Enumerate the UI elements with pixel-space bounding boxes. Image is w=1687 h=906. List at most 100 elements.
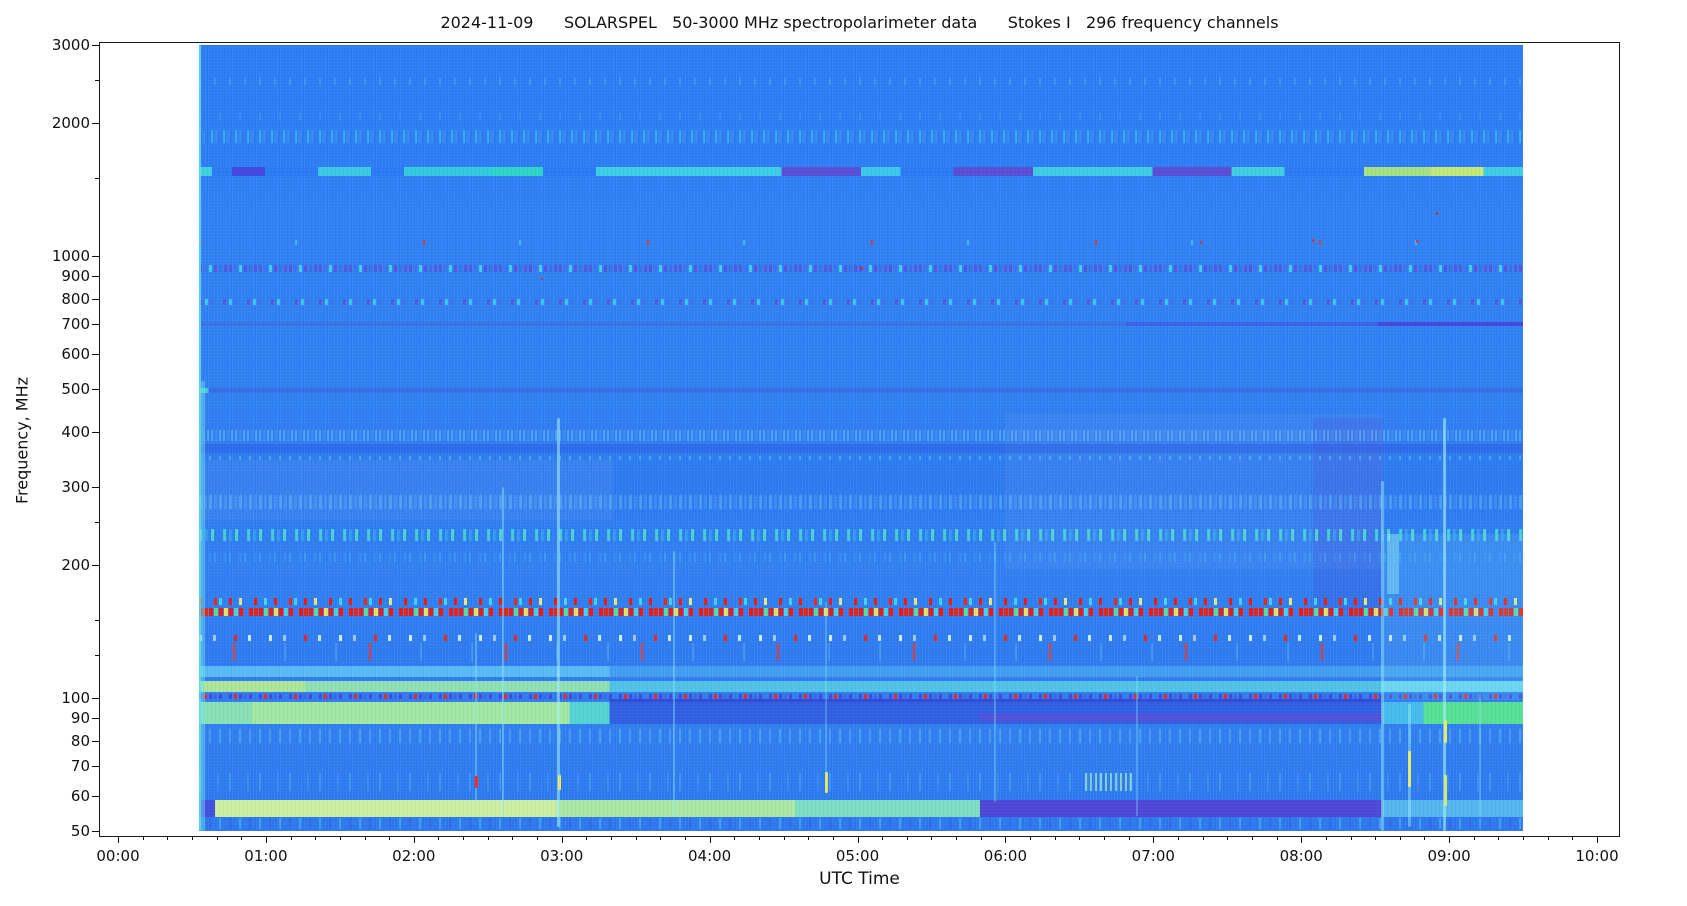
y-tick-label: 400 <box>61 422 90 441</box>
onset-column <box>201 381 206 831</box>
x-minor-tick <box>191 836 193 840</box>
y-major-tick <box>92 487 99 489</box>
x-major-tick <box>857 836 859 843</box>
line-788 <box>198 298 1524 306</box>
x-minor-tick <box>142 836 144 840</box>
y-tick-label: 60 <box>70 786 90 805</box>
x-minor-tick <box>931 836 933 840</box>
rfi-line-157 <box>198 607 1524 616</box>
y-tick-label: 300 <box>61 478 90 497</box>
x-minor-tick <box>956 836 958 840</box>
line-101-dark <box>198 693 1524 699</box>
spectrogram-image <box>198 45 1524 831</box>
x-minor-tick <box>512 836 514 840</box>
x-tick-label: 00:00 <box>96 847 140 865</box>
x-major-tick <box>413 836 415 843</box>
y-tick-label: 800 <box>61 289 90 308</box>
x-minor-tick <box>808 836 810 840</box>
y-major-tick <box>92 276 99 278</box>
y-tick-label: 100 <box>61 688 90 707</box>
x-minor-tick <box>1128 836 1130 840</box>
light-region-right <box>1005 413 1383 569</box>
x-minor-tick <box>882 836 884 840</box>
line-935 <box>198 265 1524 273</box>
x-minor-tick <box>1276 836 1278 840</box>
x-minor-tick <box>1177 836 1179 840</box>
y-major-tick <box>92 45 99 46</box>
red-dot-0855-1245mhz <box>1436 212 1439 215</box>
x-tick-label: 09:00 <box>1427 847 1471 865</box>
y-major-tick <box>92 697 99 699</box>
y-major-tick <box>92 388 99 390</box>
band-390 <box>198 430 1524 442</box>
speckle-2070 <box>198 112 1524 120</box>
x-minor-tick <box>1498 836 1500 840</box>
specks-127 <box>198 643 1524 662</box>
transition-0833 <box>1381 480 1385 831</box>
y-major-tick <box>92 353 99 355</box>
x-minor-tick <box>980 836 982 840</box>
x-minor-tick <box>734 836 736 840</box>
x-minor-tick <box>783 836 785 840</box>
y-major-tick <box>92 766 99 768</box>
band-56-bright <box>198 799 1524 817</box>
x-minor-tick <box>1424 836 1426 840</box>
band-106 <box>198 680 1524 693</box>
band-368-dark <box>198 443 1524 453</box>
y-tick-label: 50 <box>70 822 90 840</box>
yellow-dash-0447 <box>824 771 828 793</box>
band-64 <box>198 773 1524 792</box>
speckle-1860 <box>198 129 1524 144</box>
red-dot-0502-935mhz <box>860 267 863 271</box>
red-dot-0847-1078mhz <box>1415 240 1418 243</box>
x-major-tick <box>265 836 267 843</box>
x-minor-tick <box>463 836 465 840</box>
band-92-fm <box>198 701 1524 724</box>
x-minor-tick <box>586 836 588 840</box>
line-497 <box>198 387 1524 393</box>
x-minor-tick <box>660 836 662 840</box>
x-tick-label: 07:00 <box>1131 847 1175 865</box>
x-minor-tick <box>1251 836 1253 840</box>
y-major-tick <box>92 740 99 742</box>
red-dot-0719-1070mhz <box>1199 240 1202 244</box>
x-minor-tick <box>611 836 612 840</box>
x-minor-tick <box>1572 836 1574 840</box>
line-350 <box>198 455 1524 461</box>
x-tick-label: 02:00 <box>392 847 436 865</box>
y-minor-tick <box>95 620 99 622</box>
y-minor-tick <box>95 178 99 180</box>
red-dot-0252-890mhz <box>541 277 544 281</box>
line-700 <box>198 322 1524 327</box>
streak-0225 <box>474 633 477 803</box>
x-major-tick <box>1153 836 1155 843</box>
x-minor-tick <box>487 836 489 840</box>
x-minor-tick <box>684 836 686 840</box>
x-minor-tick <box>758 836 760 840</box>
streak-0913 <box>1479 694 1482 817</box>
x-major-tick <box>709 836 711 843</box>
band-90-purple <box>198 713 1524 722</box>
yellow-dash-0844 <box>1408 750 1412 787</box>
y-major-tick <box>92 298 99 300</box>
band-277 <box>198 494 1524 509</box>
x-minor-tick <box>537 836 539 840</box>
x-minor-tick <box>1375 836 1377 840</box>
specks-1070 <box>198 240 1524 246</box>
y-minor-tick <box>95 80 99 81</box>
y-tick-label: 200 <box>61 555 90 574</box>
yellow-dash-0259 <box>557 774 561 790</box>
band-234 <box>198 529 1524 541</box>
y-tick-label: 900 <box>61 267 90 286</box>
x-major-tick <box>1597 836 1598 843</box>
streak-0844 <box>1407 703 1411 828</box>
line-137-white <box>198 634 1524 642</box>
x-tick-label: 05:00 <box>835 847 880 865</box>
x-minor-tick <box>290 836 292 840</box>
x-minor-tick <box>1227 836 1229 840</box>
y-tick-label: 3000 <box>51 36 90 54</box>
x-minor-tick <box>1104 836 1105 840</box>
x-minor-tick <box>216 836 218 840</box>
x-minor-tick <box>438 836 440 840</box>
x-minor-tick <box>1202 836 1204 840</box>
